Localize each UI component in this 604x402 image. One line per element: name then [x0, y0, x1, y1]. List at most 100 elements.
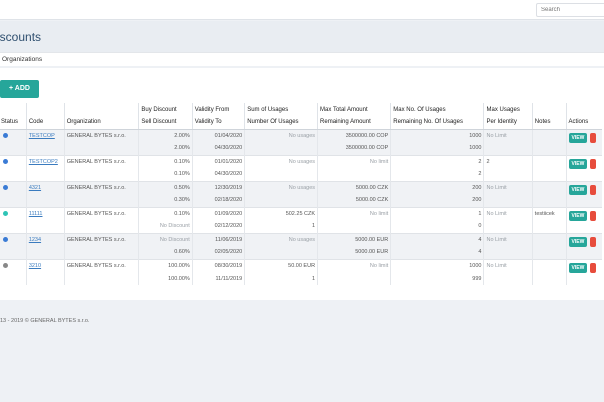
- top-bar: [0, 0, 604, 20]
- sum-usages-cell: 502.25 CZK: [244, 206, 318, 220]
- column-header: Status: [0, 116, 27, 130]
- remaining-usages-cell: 999: [390, 272, 484, 285]
- column-header-top: [63, 103, 139, 116]
- column-header-top: Sum of Usages: [244, 103, 318, 116]
- code-cell: 1234: [25, 232, 65, 259]
- validity-from-cell: 08/30/2019: [191, 258, 245, 272]
- delete-button[interactable]: [590, 184, 597, 195]
- footer-copyright: 13 - 2019 © GENERAL BYTES s.r.o.: [0, 318, 90, 324]
- per-identity-cell: No Limit: [483, 128, 533, 155]
- per-identity-cell: No Limit: [483, 232, 533, 259]
- remaining-amount-cell: 5000.00 CZK: [317, 194, 391, 207]
- delete-button[interactable]: [590, 158, 597, 169]
- organization-cell: GENERAL BYTES s.r.o.: [63, 128, 139, 155]
- discount-code-link[interactable]: TESTCOP: [28, 132, 55, 139]
- per-identity-cell: 2: [483, 154, 533, 181]
- view-button[interactable]: VIEW: [568, 210, 588, 221]
- actions-cell: VIEW: [565, 154, 602, 181]
- max-usages-cell: 1000: [390, 128, 484, 142]
- delete-button[interactable]: [590, 132, 597, 143]
- validity-from-cell: 11/06/2019: [191, 232, 245, 246]
- table-row: 11111 GENERAL BYTES s.r.o. 0.10% 01/09/2020…: [0, 206, 602, 233]
- view-button[interactable]: VIEW: [568, 236, 588, 247]
- table-row: 4321 GENERAL BYTES s.r.o. 0.50% 12/30/2019 N…: [0, 180, 602, 207]
- max-usages-cell: 1000: [390, 258, 484, 272]
- organization-cell: GENERAL BYTES s.r.o.: [63, 258, 139, 285]
- actions-cell: VIEW: [565, 232, 602, 259]
- max-usages-cell: 4: [390, 232, 484, 246]
- content-panel: + ADD Buy Discount Validity From Sum of Us…: [0, 68, 604, 300]
- breadcrumb[interactable]: Organizations: [0, 52, 604, 66]
- delete-button[interactable]: [590, 262, 597, 273]
- validity-to-cell: 02/18/2020: [191, 194, 245, 207]
- discount-code-link[interactable]: 3210: [28, 262, 42, 269]
- column-header: Sell Discount: [138, 116, 193, 130]
- validity-to-cell: 02/05/2020: [191, 246, 245, 259]
- discount-code-link[interactable]: 1234: [28, 236, 42, 243]
- number-usages-cell: [244, 168, 318, 181]
- max-total-amount-cell: 5000.00 EUR: [317, 232, 391, 246]
- column-header-top: [531, 103, 567, 116]
- column-header: Code: [25, 116, 65, 130]
- table-row: TESTCOP2 GENERAL BYTES s.r.o. 0.10% 01/01/2…: [0, 154, 602, 181]
- number-usages-cell: [244, 246, 318, 259]
- view-button[interactable]: VIEW: [568, 158, 588, 169]
- code-cell: TESTCOP: [25, 128, 65, 155]
- buy-discount-cell: 2.00%: [138, 128, 193, 142]
- sum-usages-cell: No usages: [244, 232, 318, 246]
- status-cell: [0, 206, 27, 233]
- discount-code-link[interactable]: 11111: [28, 210, 43, 217]
- delete-button[interactable]: [590, 236, 597, 247]
- remaining-amount-cell: 3500000.00 COP: [317, 142, 391, 155]
- validity-from-cell: 01/04/2020: [191, 128, 245, 142]
- status-dot-icon: [3, 132, 8, 138]
- status-dot-icon: [3, 236, 8, 242]
- organization-cell: GENERAL BYTES s.r.o.: [63, 232, 139, 259]
- code-cell: 4321: [25, 180, 65, 207]
- status-cell: [0, 154, 27, 181]
- per-identity-cell: No Limit: [483, 206, 533, 233]
- status-dot-icon: [3, 210, 8, 216]
- status-dot-icon: [3, 184, 8, 190]
- column-header-top: Max Usages: [483, 103, 533, 116]
- buy-discount-cell: 100.00%: [138, 258, 193, 272]
- view-button[interactable]: VIEW: [568, 262, 588, 273]
- status-dot-icon: [3, 158, 8, 164]
- remaining-usages-cell: 4: [390, 246, 484, 259]
- column-header: Per Identity: [483, 116, 533, 130]
- code-cell: 3210: [25, 258, 65, 285]
- column-header: Remaining Amount: [317, 116, 391, 130]
- max-usages-cell: 2: [390, 154, 484, 168]
- sum-usages-cell: No usages: [244, 154, 318, 168]
- table-row-secondary: No Discount 02/12/2020 1 0: [0, 220, 602, 233]
- view-button[interactable]: VIEW: [568, 132, 588, 143]
- view-button[interactable]: VIEW: [568, 184, 588, 195]
- notes-cell: testiicek: [531, 206, 567, 233]
- sell-discount-cell: 0.60%: [138, 246, 193, 259]
- max-total-amount-cell: 3500000.00 COP: [317, 128, 391, 142]
- status-cell: [0, 128, 27, 155]
- discount-code-link[interactable]: TESTCOP2: [28, 158, 58, 165]
- table-row-secondary: 0.30% 02/18/2020 5000.00 CZK 200: [0, 194, 602, 207]
- validity-to-cell: 11/11/2019: [191, 272, 245, 285]
- validity-from-cell: 01/01/2020: [191, 154, 245, 168]
- add-button[interactable]: + ADD: [0, 80, 39, 98]
- max-total-amount-cell: No limit: [317, 154, 391, 168]
- actions-cell: VIEW: [565, 206, 602, 233]
- validity-to-cell: 04/30/2020: [191, 168, 245, 181]
- remaining-amount-cell: 5000.00 EUR: [317, 246, 391, 259]
- number-usages-cell: [244, 194, 318, 207]
- sell-discount-cell: 0.30%: [138, 194, 193, 207]
- notes-cell: [531, 258, 567, 285]
- actions-cell: VIEW: [565, 180, 602, 207]
- organization-cell: GENERAL BYTES s.r.o.: [63, 180, 139, 207]
- discount-code-link[interactable]: 4321: [28, 184, 42, 191]
- search-input[interactable]: [536, 3, 604, 17]
- remaining-usages-cell: 2: [390, 168, 484, 181]
- status-dot-icon: [3, 262, 8, 268]
- notes-cell: [531, 154, 567, 181]
- notes-cell: [531, 232, 567, 259]
- status-cell: [0, 232, 27, 259]
- delete-button[interactable]: [590, 210, 597, 221]
- column-header-top: [0, 103, 27, 116]
